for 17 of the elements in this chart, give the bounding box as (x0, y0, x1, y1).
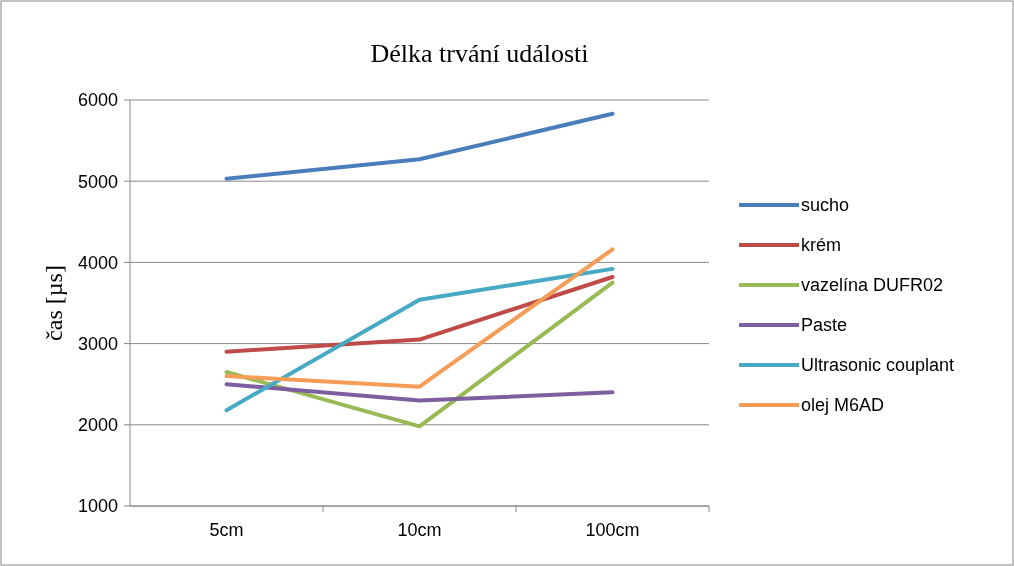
legend-label: Ultrasonic couplant (801, 355, 955, 376)
legend-label: Paste (801, 315, 848, 336)
y-tick-label: 4000 (77, 252, 118, 273)
legend-label: olej M6AD (801, 395, 885, 416)
y-axis-title: čas [µs] (41, 265, 67, 341)
y-tick-label: 6000 (77, 90, 118, 111)
y-tick-label: 3000 (77, 333, 118, 354)
y-tick-label: 5000 (77, 171, 118, 192)
chart-title: Délka trvání události (370, 39, 589, 68)
x-tick-label: 100cm (585, 520, 640, 540)
legend-label: krém (801, 235, 841, 256)
legend-label: sucho (801, 195, 850, 216)
legend-label: vazelína DUFR02 (801, 275, 944, 296)
y-tick-label: 1000 (77, 496, 118, 517)
y-tick-label: 2000 (77, 415, 118, 436)
x-tick-label: 5cm (209, 520, 244, 540)
x-tick-label: 10cm (397, 520, 442, 540)
